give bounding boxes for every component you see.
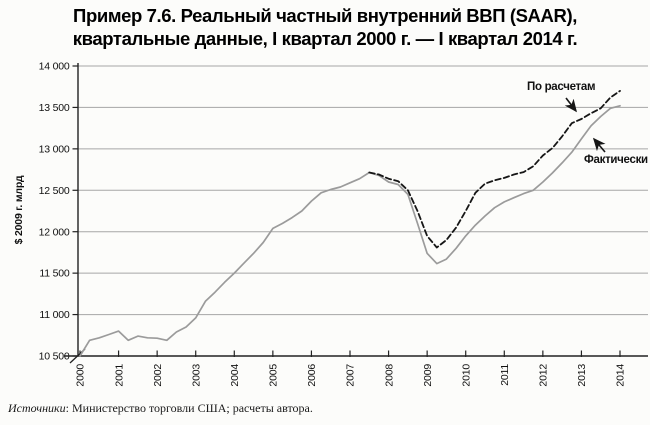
source-note-prefix: Источники bbox=[8, 401, 66, 415]
x-tick-label-2001: 2001 bbox=[113, 364, 125, 387]
y-tick-label-12000: 12 000 bbox=[39, 226, 70, 238]
chart-title-line-1: Пример 7.6. Реальный частный внутренний … bbox=[73, 5, 577, 26]
x-tick-label-2011: 2011 bbox=[499, 364, 511, 386]
x-tick-label-2004: 2004 bbox=[229, 364, 241, 387]
y-tick-label-11000: 11 000 bbox=[39, 309, 69, 321]
x-tick-label-2000: 2000 bbox=[75, 364, 87, 387]
axes: 10 500 11 000 11 500 12 000 12 500 13 000 13 5… bbox=[39, 61, 648, 387]
chart-title-line-2: квартальные данные, I квартал 2000 г. — … bbox=[72, 27, 578, 49]
annotation-arrows bbox=[564, 97, 606, 153]
series-actual-line bbox=[79, 104, 621, 357]
y-tick-label-13000: 13 000 bbox=[39, 143, 70, 155]
x-tick-label-2014: 2014 bbox=[615, 364, 627, 387]
x-tick-label-2003: 2003 bbox=[190, 364, 202, 387]
arrow-to-calculated bbox=[564, 97, 577, 113]
x-tick-label-2013: 2013 bbox=[576, 364, 588, 387]
x-tick-label-2006: 2006 bbox=[306, 364, 318, 387]
annotation-label-actual: Фактически bbox=[584, 154, 648, 166]
x-tick-label-2005: 2005 bbox=[268, 364, 280, 387]
y-tick-label-14000: 14 000 bbox=[39, 61, 70, 73]
source-note: Источники: Министерство торговли США; ра… bbox=[8, 401, 313, 416]
gridlines bbox=[78, 65, 648, 316]
y-axis-title: $ 2009 г. млрд bbox=[13, 175, 25, 245]
y-tick-label-13500: 13 500 bbox=[39, 102, 70, 114]
data-series bbox=[79, 90, 621, 357]
y-tick-label-12500: 12 500 bbox=[39, 185, 70, 197]
annotation-label-calculated: По расчетам bbox=[527, 81, 596, 93]
x-tick-label-2002: 2002 bbox=[152, 364, 164, 387]
x-tick-label-2010: 2010 bbox=[460, 364, 472, 387]
arrow-to-actual bbox=[592, 137, 606, 153]
x-tick-label-2009: 2009 bbox=[422, 364, 434, 387]
series-calculated-line bbox=[368, 90, 621, 249]
chart-title: Пример 7.6. Реальный частный внутренний … bbox=[0, 5, 650, 50]
x-tick-label-2008: 2008 bbox=[383, 364, 395, 387]
y-tick-label-10500: 10 500 bbox=[39, 351, 70, 363]
x-tick-label-2007: 2007 bbox=[345, 364, 357, 387]
x-tick-label-2012: 2012 bbox=[538, 364, 550, 387]
y-tick-label-11500: 11 500 bbox=[39, 268, 69, 280]
source-note-text: : Министерство торговли США; расчеты авт… bbox=[65, 401, 313, 415]
